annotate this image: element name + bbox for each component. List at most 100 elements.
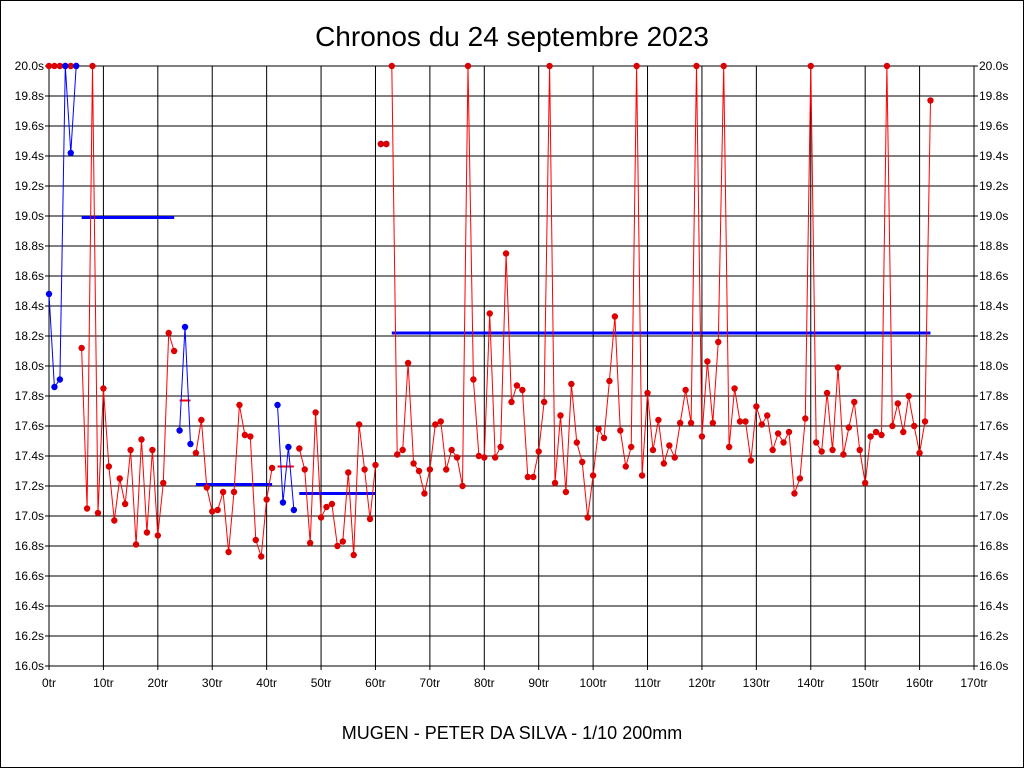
data-point-red-9-0 — [388, 62, 395, 70]
data-point-red-4-8 — [236, 401, 243, 409]
data-point-red-4-9 — [241, 431, 249, 439]
data-point-red-2-16 — [165, 329, 172, 337]
data-point-red-9-13 — [459, 482, 466, 490]
data-point-blue-3-1 — [181, 323, 189, 331]
y-tick-label-right-11: 18.2s — [979, 329, 1008, 343]
data-point-red-0-2 — [56, 62, 64, 70]
y-tick-label-left-20: 20.0s — [15, 59, 44, 73]
x-tick-label-10: 100tr — [579, 676, 606, 690]
y-tick-label-right-20: 20.0s — [979, 59, 1008, 73]
data-point-blue-3-0 — [176, 427, 183, 434]
y-tick-label-left-7: 17.4s — [15, 449, 44, 463]
series-line-blue-1 — [48, 65, 77, 389]
data-point-red-9-31 — [557, 412, 564, 419]
data-point-red-9-90 — [878, 431, 885, 439]
data-point-red-9-41 — [611, 313, 619, 320]
data-point-red-9-29 — [546, 62, 553, 70]
data-point-red-9-35 — [579, 458, 586, 466]
data-point-red-9-17 — [481, 454, 488, 461]
data-point-red-9-33 — [568, 380, 575, 388]
x-tick-label-4: 40tr — [256, 676, 277, 690]
data-point-red-9-88 — [867, 433, 874, 440]
data-point-red-2-13 — [149, 446, 156, 454]
data-point-red-2-15 — [160, 479, 167, 487]
data-point-red-2-12 — [143, 529, 151, 536]
data-point-red-6-4 — [317, 514, 325, 521]
data-point-red-9-74 — [791, 490, 798, 497]
y-tick-label-left-6: 17.2s — [15, 479, 44, 493]
data-point-red-9-51 — [666, 442, 673, 449]
y-tick-label-left-16: 19.2s — [15, 179, 44, 193]
data-point-red-6-14 — [372, 461, 379, 469]
x-tick-label-5: 50tr — [311, 676, 332, 690]
data-point-red-9-50 — [660, 460, 668, 467]
data-point-red-4-1 — [198, 416, 205, 424]
y-tick-label-left-8: 17.6s — [15, 419, 44, 433]
y-tick-label-left-18: 19.6s — [15, 119, 44, 133]
data-point-red-9-97 — [916, 449, 923, 457]
data-point-red-9-57 — [698, 433, 706, 440]
data-point-red-4-14 — [268, 464, 276, 472]
data-point-red-9-69 — [764, 412, 771, 419]
series-line-red-6 — [298, 412, 376, 556]
data-point-red-9-24 — [519, 386, 526, 394]
data-point-red-4-5 — [219, 488, 227, 496]
y-tick-label-left-10: 18.0s — [15, 359, 44, 373]
x-tick-label-7: 70tr — [420, 676, 441, 690]
y-tick-label-right-3: 16.6s — [979, 569, 1008, 583]
y-tick-label-right-15: 19.0s — [979, 209, 1008, 223]
data-point-red-9-32 — [562, 488, 570, 496]
data-point-blue-1-5 — [73, 62, 80, 70]
data-point-red-9-10 — [443, 466, 450, 473]
data-point-red-9-80 — [823, 389, 831, 397]
data-point-red-2-1 — [83, 505, 91, 512]
data-point-red-9-61 — [720, 62, 727, 70]
data-point-red-9-46 — [638, 472, 646, 479]
data-point-red-9-3 — [404, 359, 412, 367]
data-point-red-9-23 — [513, 382, 521, 389]
x-tick-label-11: 110tr — [634, 676, 660, 690]
data-point-red-2-14 — [154, 532, 162, 539]
data-point-red-9-65 — [742, 418, 749, 425]
data-point-red-9-68 — [758, 421, 765, 428]
x-axis-label: MUGEN - PETER DA SILVA - 1/10 200mm — [342, 723, 682, 743]
data-point-red-9-87 — [861, 479, 869, 487]
data-point-red-6-9 — [345, 469, 352, 476]
x-tick-label-16: 160tr — [906, 676, 933, 690]
data-point-blue-5-0 — [274, 401, 281, 409]
data-point-blue-1-1 — [51, 383, 58, 391]
data-point-red-9-92 — [889, 422, 896, 430]
y-tick-label-right-0: 16.0s — [979, 659, 1008, 673]
data-point-red-9-30 — [551, 479, 559, 487]
y-tick-label-left-3: 16.6s — [15, 569, 44, 583]
data-point-red-4-3 — [209, 508, 216, 515]
data-point-red-4-0 — [192, 449, 200, 457]
data-point-red-9-63 — [731, 385, 738, 392]
y-tick-label-left-14: 18.8s — [15, 239, 44, 253]
data-point-red-9-83 — [840, 451, 847, 458]
data-point-red-9-72 — [780, 439, 787, 446]
data-point-red-9-56 — [693, 62, 700, 70]
y-tick-label-right-7: 17.4s — [979, 449, 1008, 463]
data-point-red-2-10 — [132, 541, 140, 548]
y-tick-label-right-9: 17.8s — [979, 389, 1008, 403]
data-point-red-9-77 — [807, 62, 814, 70]
x-tick-label-9: 90tr — [528, 676, 549, 690]
data-point-red-9-49 — [655, 416, 662, 424]
y-tick-label-left-9: 17.8s — [15, 389, 44, 403]
data-point-red-9-48 — [649, 446, 657, 454]
data-point-red-9-37 — [589, 472, 597, 479]
data-point-red-9-95 — [905, 392, 912, 400]
x-tick-label-17: 170tr — [960, 676, 987, 690]
data-point-red-2-0 — [78, 344, 85, 352]
y-tick-label-right-6: 17.2s — [979, 479, 1008, 493]
data-point-blue-1-2 — [56, 376, 64, 383]
data-point-red-9-59 — [709, 419, 717, 427]
data-point-red-9-99 — [927, 97, 934, 104]
data-point-red-9-1 — [394, 451, 401, 458]
data-point-blue-1-0 — [45, 290, 53, 298]
data-point-red-6-3 — [312, 409, 319, 416]
data-point-red-9-91 — [883, 62, 891, 70]
data-point-red-9-2 — [399, 446, 406, 454]
y-tick-label-left-0: 16.0s — [15, 659, 44, 673]
